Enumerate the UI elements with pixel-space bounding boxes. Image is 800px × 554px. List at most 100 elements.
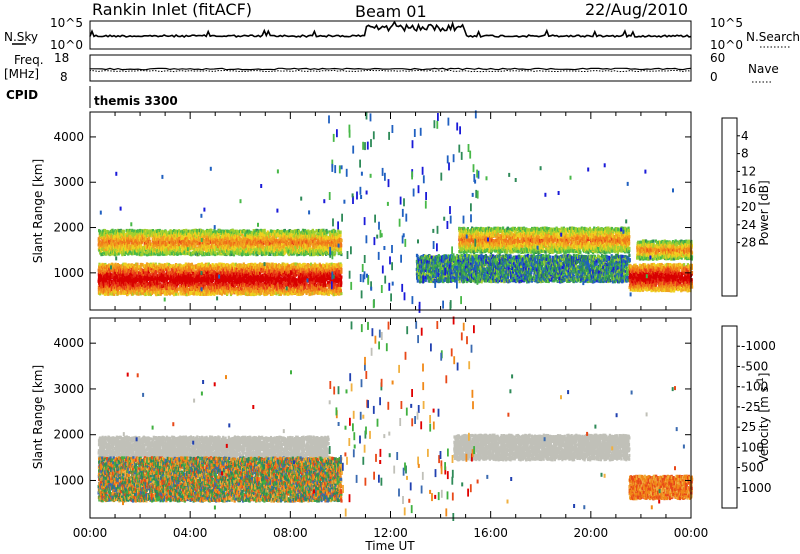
data-cell — [152, 245, 155, 249]
data-cell — [125, 265, 128, 270]
data-cell — [288, 264, 291, 268]
data-cell — [265, 282, 268, 286]
data-cell — [152, 285, 155, 289]
data-cell — [98, 273, 101, 277]
data-cell — [148, 272, 152, 276]
data-cell — [305, 282, 308, 287]
data-cell — [183, 264, 186, 268]
data-cell — [149, 268, 152, 272]
data-cell — [207, 274, 211, 279]
data-cell — [249, 269, 252, 273]
data-cell — [131, 264, 134, 268]
data-cell — [293, 288, 296, 292]
date-title: 22/Aug/2010 — [585, 0, 688, 19]
data-cell — [234, 267, 237, 271]
data-cell — [167, 266, 170, 270]
data-cell — [147, 270, 150, 274]
data-cell — [112, 268, 115, 272]
data-cell — [150, 277, 153, 281]
data-cell — [271, 262, 274, 266]
data-cell — [258, 284, 261, 289]
data-cell — [114, 287, 117, 291]
data-cell — [267, 275, 270, 279]
data-cell — [120, 271, 123, 275]
data-cell — [113, 275, 116, 279]
data-cell — [154, 284, 157, 289]
data-cell — [175, 292, 178, 296]
data-cell — [262, 289, 265, 293]
data-cell — [264, 265, 268, 270]
data-cell — [176, 268, 179, 272]
data-cell — [252, 289, 255, 294]
data-cell — [103, 266, 107, 270]
data-cell — [182, 273, 185, 277]
data-cell — [289, 274, 292, 278]
data-cell — [119, 284, 122, 288]
data-cell — [216, 287, 219, 291]
data-cell — [189, 271, 192, 275]
data-cell — [148, 277, 151, 281]
data-cell — [158, 272, 161, 276]
data-cell — [227, 281, 230, 285]
data-cell — [238, 280, 241, 284]
data-cell — [112, 271, 115, 275]
data-cell — [248, 263, 251, 267]
data-cell — [167, 268, 170, 272]
data-cell — [281, 268, 284, 272]
data-cell — [103, 292, 106, 296]
data-cell — [103, 270, 107, 274]
data-cell — [112, 283, 115, 288]
data-cell — [195, 287, 199, 291]
data-cell — [271, 283, 274, 288]
data-cell — [134, 270, 137, 274]
data-cell — [240, 268, 243, 272]
data-cell — [178, 248, 182, 252]
data-cell — [118, 269, 121, 273]
data-cell — [207, 270, 210, 274]
data-cell — [124, 262, 127, 266]
data-cell — [134, 265, 137, 269]
nsky-panel: N.Sky 10^5 10^0 10^5 10^0 N.Search — [4, 16, 800, 52]
data-cell — [302, 280, 305, 284]
nave-label: Nave — [748, 62, 779, 76]
data-cell — [295, 288, 298, 292]
data-cell — [266, 270, 269, 275]
data-cell — [261, 262, 264, 267]
data-cell — [233, 277, 236, 281]
data-cell — [263, 277, 266, 281]
freq-frame — [89, 54, 692, 82]
data-cell — [245, 270, 248, 275]
data-cell — [202, 263, 206, 267]
data-cell — [306, 269, 309, 273]
data-cell — [153, 263, 156, 267]
data-cell — [264, 289, 267, 293]
data-cell — [126, 272, 129, 277]
data-cell — [107, 269, 110, 273]
data-cell — [210, 283, 213, 287]
data-cell — [339, 289, 342, 293]
data-cell — [293, 281, 296, 285]
data-cell — [277, 268, 280, 272]
data-cell — [289, 277, 292, 281]
data-cell — [220, 292, 224, 296]
data-cell — [227, 290, 230, 294]
data-cell — [117, 282, 120, 286]
data-cell — [275, 277, 278, 281]
data-cell — [241, 287, 244, 291]
data-cell — [234, 262, 237, 266]
data-cell — [119, 279, 122, 283]
data-cell — [298, 289, 301, 294]
data-cell — [123, 275, 126, 279]
data-cell — [235, 278, 238, 282]
data-cell — [99, 278, 102, 282]
data-cell — [139, 265, 142, 270]
data-cell — [221, 290, 224, 294]
data-cell — [126, 288, 129, 292]
data-cell — [207, 281, 210, 285]
data-cell — [143, 286, 146, 291]
data-cell — [273, 270, 276, 274]
data-cell — [174, 268, 177, 272]
data-cell — [103, 278, 106, 282]
data-cell — [102, 274, 105, 278]
